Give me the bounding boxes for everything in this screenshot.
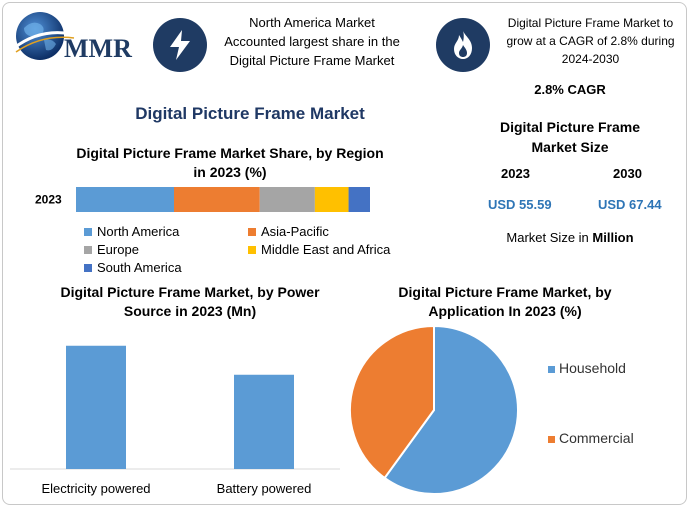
cagr-label: 2.8% CAGR [534, 82, 606, 97]
application-chart-title: Digital Picture Frame Market, by Applica… [398, 284, 612, 319]
pie-slice-household [383, 324, 519, 495]
year-2030: 2030 [613, 166, 642, 181]
value-2030: USD 67.44 [598, 197, 662, 212]
region-chart-title: Digital Picture Frame Market Share, by R… [76, 145, 384, 180]
legend-north-america: North America [84, 224, 179, 239]
bar-segment-middle-east-and-africa [314, 187, 349, 212]
legend-europe: Europe [84, 242, 139, 257]
highlight-north-america: North America Market Accounted largest s… [224, 15, 400, 68]
legend-swatch-household [548, 366, 555, 373]
pie-slice-commercial [349, 324, 435, 480]
legend-label-household: Household [559, 360, 626, 376]
bar-battery-powered [234, 374, 294, 469]
logo-text: MMR [64, 34, 132, 63]
legend-asia-pacific: Asia-Pacific [248, 224, 329, 239]
bar-segment-north-america [76, 187, 174, 212]
legend-swatch-commercial [548, 436, 555, 443]
value-2023: USD 55.59 [488, 197, 552, 212]
application-pie-chart: Household Commercial [349, 324, 634, 495]
market-size-unit: Market Size in Million [506, 230, 634, 245]
legend-south-america: South America [84, 260, 182, 275]
main-title: Digital Picture Frame Market [135, 104, 365, 123]
x-tick-label: Battery powered [217, 481, 312, 496]
category-label: 2023 [35, 193, 62, 207]
highlight-cagr: Digital Picture Frame Market to grow at … [506, 16, 675, 66]
x-tick-label: Electricity powered [41, 481, 150, 496]
power-chart-title: Digital Picture Frame Market, by Power S… [60, 284, 320, 319]
power-source-bar-chart: Electricity powered Battery powered [10, 345, 340, 496]
year-2023: 2023 [501, 166, 530, 181]
legend-label-commercial: Commercial [559, 430, 634, 446]
infographic-frame [2, 2, 687, 505]
market-size-title: Digital Picture Frame Market Size [499, 119, 641, 155]
logo: MMR [10, 8, 140, 64]
lightning-icon [153, 18, 207, 72]
bar-segment-europe [259, 187, 315, 212]
globe-icon [13, 12, 75, 60]
region-stacked-bar-chart: 2023 [35, 187, 370, 212]
bar-electricity-powered [66, 345, 126, 469]
bar-segment-asia-pacific [174, 187, 260, 212]
flame-icon [436, 18, 490, 72]
legend-middle-east-africa: Middle East and Africa [248, 242, 390, 257]
bar-segment-south-america [348, 187, 370, 212]
